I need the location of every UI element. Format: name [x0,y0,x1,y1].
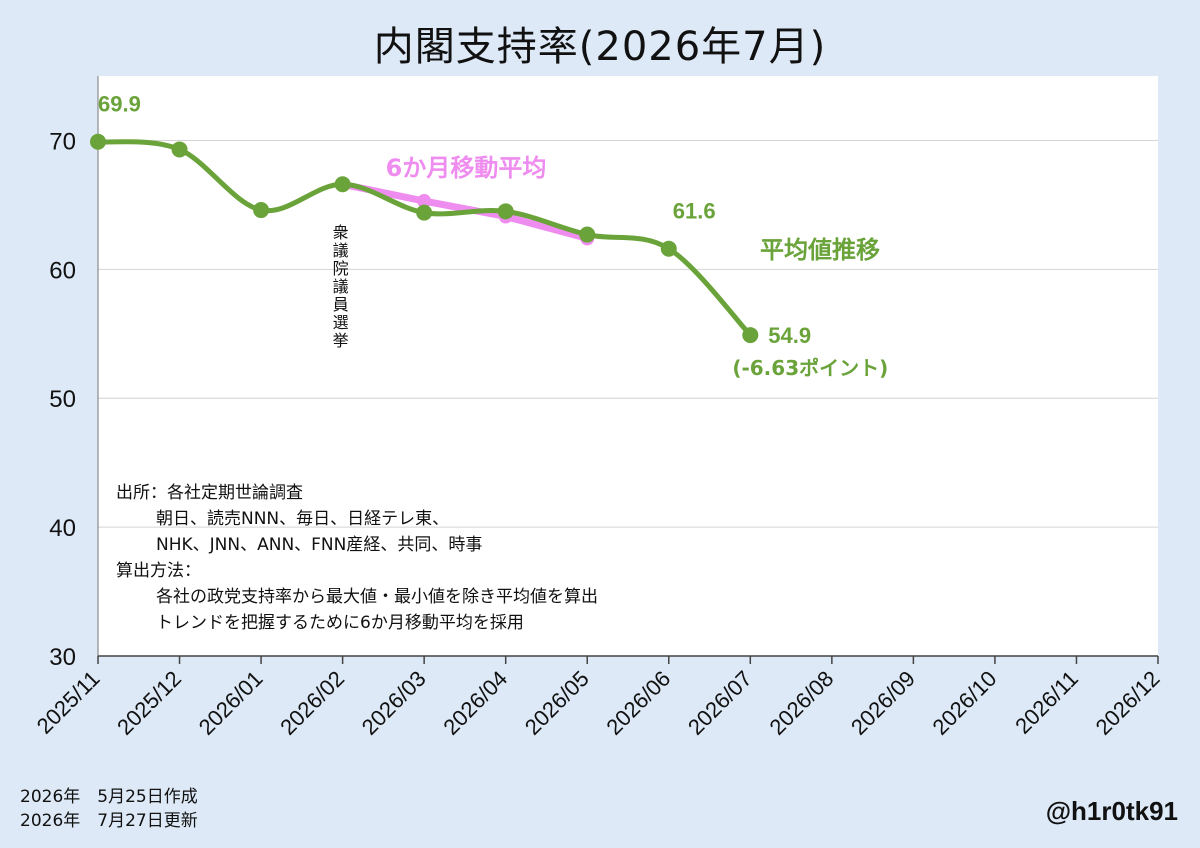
average-point [579,226,596,243]
y-tick-label: 60 [49,257,76,284]
x-tick-label: 2026/01 [194,666,268,740]
moving-average-point [417,194,432,209]
y-tick-label: 40 [49,515,76,542]
updated-date: 2026年 7月27日更新 [20,811,198,831]
election-annotation-char: 衆 [333,223,349,242]
election-annotation-char: 院 [333,259,349,278]
election-annotation-char: 議 [333,277,349,296]
source-note-line: NHK、JNN、ANN、FNN産経、共同、時事 [156,535,482,555]
series-line-moving-average [339,180,591,242]
change-note: (-6.63ポイント) [732,356,888,380]
x-tick-label: 2026/02 [275,666,349,740]
x-tick-label: 2026/10 [928,666,1002,740]
x-tick-label: 2026/07 [683,666,757,740]
x-tick-label: 2025/11 [32,666,105,739]
x-tick-label: 2026/09 [846,666,920,740]
election-annotation-char: 挙 [333,331,349,350]
average-point [742,327,759,344]
y-tick-label: 70 [49,128,76,155]
election-annotation-char: 議 [333,241,349,260]
x-tick-label: 2026/06 [601,666,675,740]
author-handle: @h1r0tk91 [1045,796,1178,826]
source-note-line: 朝日、読売NNN、毎日、日経テレ東、 [156,509,449,529]
average-point [171,141,188,158]
source-note-line: トレンドを把握するために6か月移動平均を採用 [156,613,524,633]
x-tick-label: 2026/05 [520,666,594,740]
x-tick-label: 2026/11 [1010,666,1083,739]
source-note-line: 出所：各社定期世論調査 [116,483,303,503]
source-note-line: 算出方法： [116,561,201,581]
source-note-line: 各社の政党支持率から最大値・最小値を除き平均値を算出 [156,587,598,607]
created-date: 2026年 5月25日作成 [20,787,198,807]
election-annotation-char: 員 [333,295,349,314]
election-annotation-char: 選 [333,313,349,332]
average-point [90,133,106,150]
x-tick-label: 2025/12 [112,666,186,740]
average-point [497,203,514,220]
data-label: 54.9 [768,323,811,348]
x-tick-label: 2026/08 [764,666,838,740]
x-tick-label: 2026/04 [438,666,512,740]
average-point [253,202,270,219]
legend-label-moving-average: 6か月移動平均 [386,154,547,182]
average-point [334,176,351,193]
data-label: 69.9 [98,92,141,117]
average-point [416,204,433,221]
x-tick-label: 2026/12 [1091,666,1165,740]
y-tick-label: 30 [49,644,76,671]
data-label: 61.6 [673,199,716,224]
plot-area [98,76,1158,656]
x-tick-label: 2026/03 [357,666,431,740]
chart-title: 内閣支持率(2026年7月) [373,24,827,70]
y-tick-label: 50 [49,386,76,413]
average-point [660,240,677,257]
legend-label-average: 平均値推移 [760,236,880,264]
